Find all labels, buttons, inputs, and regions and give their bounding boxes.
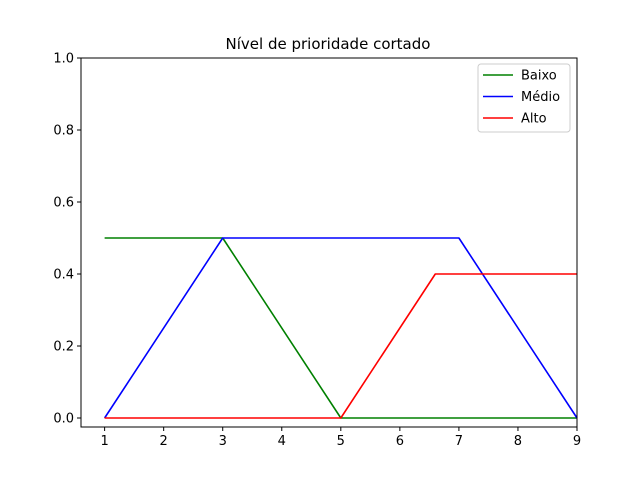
legend-items: Baixo Médio Alto	[483, 69, 560, 127]
y-axis: 0.0 0.2 0.4 0.6 0.8 1.0	[53, 52, 81, 427]
y-tick-label: 0.8	[53, 124, 74, 139]
x-tick-label: 1	[100, 434, 108, 449]
legend-label: Médio	[521, 90, 560, 105]
y-tick-label: 1.0	[53, 52, 74, 67]
series-line-baixo	[104, 237, 577, 419]
legend-label: Alto	[521, 112, 547, 127]
series-line-medio	[103, 237, 578, 419]
series-line-alto	[104, 273, 577, 419]
y-tick-label: 0.0	[53, 412, 74, 427]
chart-title: Nível de prioridade cortado	[226, 35, 431, 53]
y-tick-label: 0.4	[53, 268, 74, 283]
x-tick-label: 2	[160, 434, 168, 449]
x-axis: 1 2 3 4 5 6 7 8 9	[100, 427, 581, 449]
x-tick-label: 5	[337, 434, 345, 449]
axes-frame	[80, 57, 578, 428]
legend-box	[477, 63, 571, 133]
legend-label: Baixo	[521, 69, 557, 84]
x-tick-label: 8	[514, 434, 522, 449]
y-tick-label: 0.2	[53, 340, 74, 355]
legend: Baixo Médio Alto	[477, 63, 571, 133]
x-tick-label: 3	[219, 434, 227, 449]
x-tick-label: 6	[396, 434, 404, 449]
series-layer	[103, 237, 578, 419]
x-tick-label: 4	[278, 434, 286, 449]
x-tick-label: 9	[573, 434, 581, 449]
x-tick-label: 7	[455, 434, 463, 449]
y-tick-label: 0.6	[53, 196, 74, 211]
